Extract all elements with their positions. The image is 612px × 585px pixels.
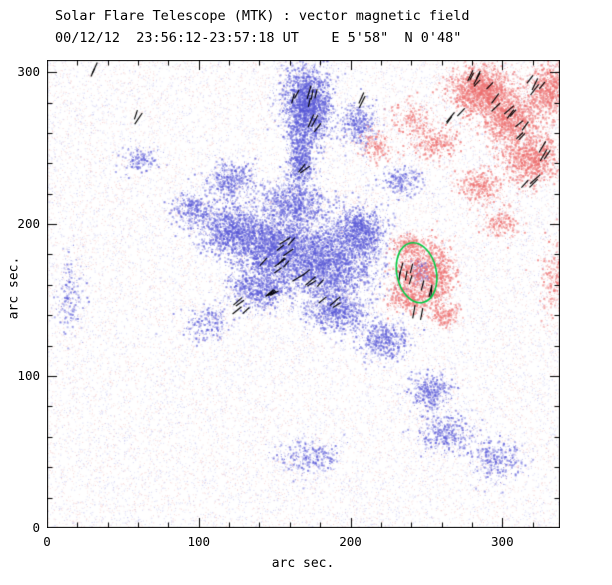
x-tick-label: 100 bbox=[187, 534, 211, 549]
plot-subtitle: 00/12/12 23:56:12-23:57:18 UT E 5'58" N … bbox=[55, 30, 462, 46]
x-axis-label: arc sec. bbox=[271, 556, 335, 571]
y-tick-label: 200 bbox=[17, 215, 40, 231]
x-tick-label: 0 bbox=[43, 534, 51, 549]
y-tick-label: 300 bbox=[17, 63, 40, 79]
y-axis-label: arc sec. bbox=[6, 256, 22, 320]
y-tick-label: 100 bbox=[17, 367, 40, 383]
plot-title: Solar Flare Telescope (MTK) : vector mag… bbox=[55, 8, 470, 24]
x-tick-label: 200 bbox=[339, 534, 362, 549]
y-tick-label: 0 bbox=[32, 519, 40, 535]
x-tick-label: 300 bbox=[491, 534, 514, 549]
magnetogram-canvas bbox=[47, 60, 560, 528]
